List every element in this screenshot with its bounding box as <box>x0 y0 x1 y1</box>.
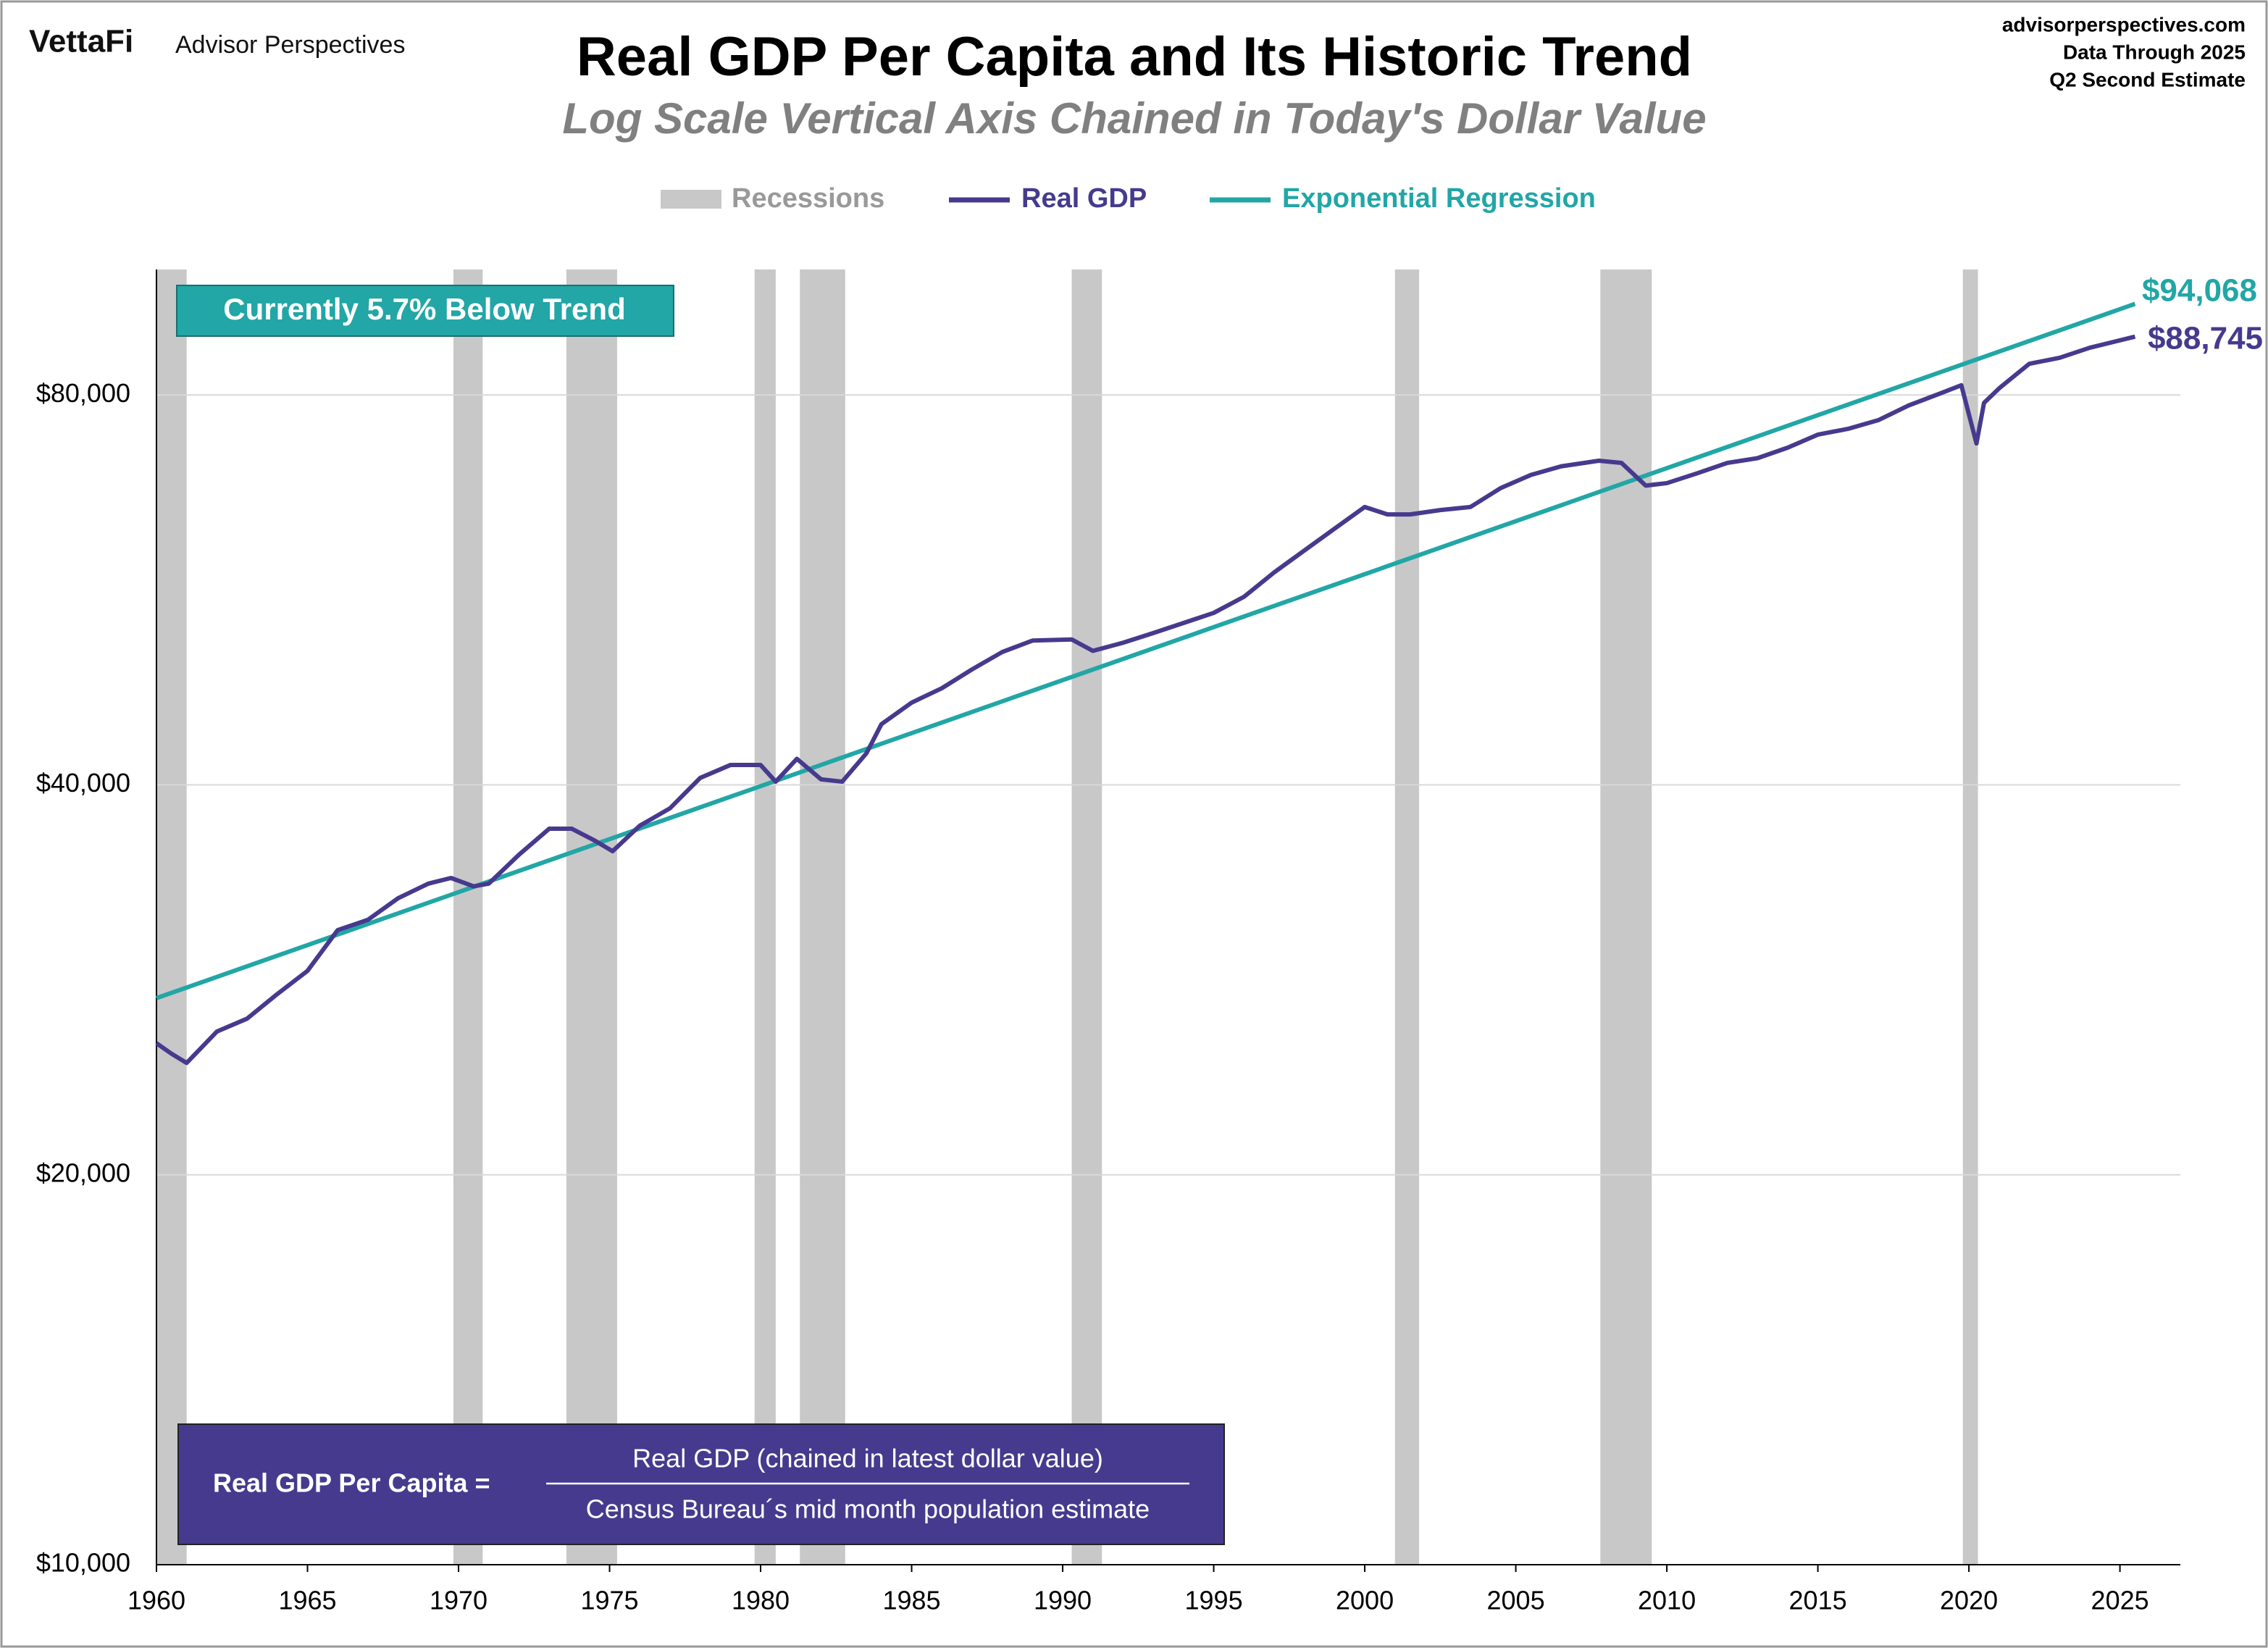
line <box>155 334 2136 1066</box>
formula-num: Real GDP (chained in latest dollar value… <box>632 1444 1103 1473</box>
formula-lhs: Real GDP Per Capita = <box>213 1468 490 1498</box>
source: Q2 Second Estimate <box>2049 68 2246 91</box>
trend-note: Currently 5.7% Below Trend <box>223 292 625 326</box>
formula-den: Census Bureau´s mid month population est… <box>586 1494 1150 1524</box>
source: Data Through 2025 <box>2063 41 2246 63</box>
legend-label: Exponential Regression <box>1282 183 1596 214</box>
y-tick-label: $10,000 <box>36 1548 130 1578</box>
legend-swatch <box>661 190 721 209</box>
x-tick-label: 2015 <box>1789 1586 1847 1615</box>
trend-note-box <box>176 285 674 337</box>
end-label: $94,068 <box>2142 273 2257 309</box>
y-tick-label: $40,000 <box>36 768 130 798</box>
recession-band <box>1071 269 1102 1565</box>
x-tick-label: 2000 <box>1336 1586 1394 1615</box>
x-tick-label: 2010 <box>1638 1586 1696 1615</box>
legend-label: Real GDP <box>1021 183 1147 214</box>
end-label: $88,745 <box>2148 321 2263 356</box>
brand: VettaFi <box>29 24 133 59</box>
x-tick-label: 1990 <box>1034 1586 1092 1615</box>
recession-band <box>1962 269 1978 1565</box>
recession-band <box>800 269 845 1565</box>
recession-band <box>754 269 776 1565</box>
chart-subtitle: Log Scale Vertical Axis Chained in Today… <box>562 94 1706 143</box>
y-tick-label: $20,000 <box>36 1158 130 1187</box>
x-tick-label: 1980 <box>732 1586 790 1615</box>
x-tick-label: 1970 <box>430 1586 488 1615</box>
legend-label: Recessions <box>732 183 884 214</box>
y-tick-label: $80,000 <box>36 378 130 408</box>
source: advisorperspectives.com <box>2002 13 2246 35</box>
x-tick-label: 2025 <box>2091 1586 2149 1615</box>
recession-band <box>156 269 187 1565</box>
brand-sub: Advisor Perspectives <box>175 31 405 59</box>
recession-band <box>1394 269 1420 1565</box>
recession-band <box>453 269 483 1565</box>
x-tick-label: 1960 <box>127 1586 185 1615</box>
x-tick-label: 1995 <box>1185 1586 1243 1615</box>
x-tick-label: 1985 <box>882 1586 940 1615</box>
chart-title: Real GDP Per Capita and Its Historic Tre… <box>577 26 1692 88</box>
x-tick-label: 2005 <box>1487 1586 1545 1615</box>
x-tick-label: 1965 <box>278 1586 336 1615</box>
x-tick-label: 2020 <box>1940 1586 1998 1615</box>
recession-band <box>566 269 617 1565</box>
x-tick-label: 1975 <box>580 1586 638 1615</box>
